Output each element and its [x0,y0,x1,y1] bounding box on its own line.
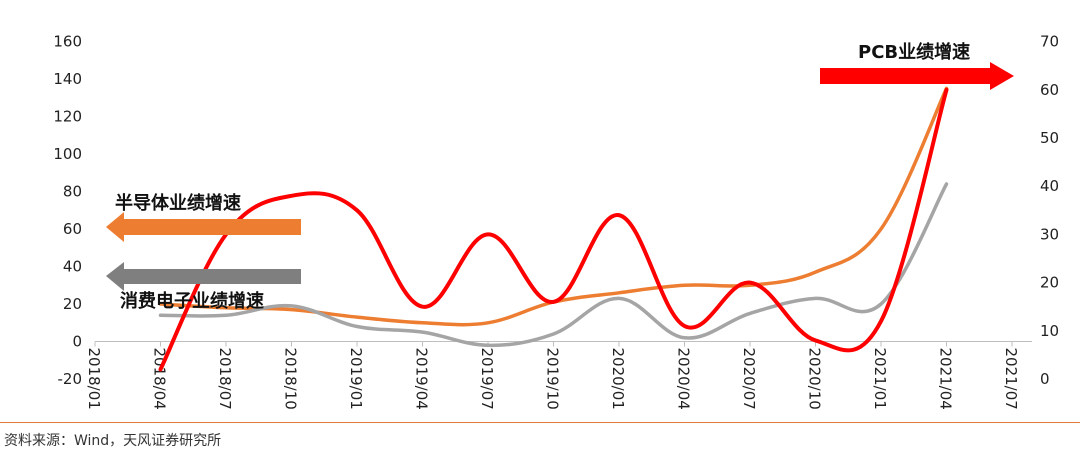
right-tick-label: 20 [1040,274,1059,292]
source-note: 资料来源：Wind，天风证券研究所 [4,433,222,449]
x-axis-ticks: 2018/01 2018/04 2018/07 2018/10 2019/01 2019/… [85,341,1020,410]
pcb-line [158,87,949,372]
right-tick-label: 0 [1040,370,1050,388]
x-tick-label: 2020/10 [806,348,824,410]
left-tick-label: 0 [72,333,82,351]
chart: -20 0 20 40 60 80 100 120 140 160 0 10 20 30 40 50 60 70… [53,33,1059,410]
left-tick-label: 20 [63,295,82,313]
semi-annotation: 半导体业绩增速 [106,192,301,242]
x-tick-label: 2019/01 [347,348,365,410]
x-tick-label: 2021/04 [937,348,955,410]
consumer-electronics-line [158,182,949,348]
left-tick-label: 60 [63,220,82,238]
x-tick-label: 2018/01 [85,348,103,410]
consumer-label: 消费电子业绩增速 [120,290,264,312]
x-tick-label: 2021/01 [871,348,889,410]
series-lines [158,86,949,372]
pcb-label: PCB业绩增速 [858,41,970,63]
right-axis-ticks: 0 10 20 30 40 50 60 70 [1040,33,1059,388]
left-tick-label: 120 [53,108,82,126]
x-tick-label: 2020/07 [740,348,758,410]
right-tick-label: 40 [1040,177,1059,195]
x-tick-label: 2019/07 [478,348,496,410]
right-tick-label: 10 [1040,322,1059,340]
right-tick-label: 30 [1040,225,1059,243]
right-tick-label: 70 [1040,33,1059,51]
x-tick-label: 2021/07 [1002,348,1020,410]
left-tick-label: 80 [63,183,82,201]
x-tick-label: 2019/10 [544,348,562,410]
left-tick-label: 160 [53,33,82,51]
footer-divider [0,422,1080,423]
x-tick-label: 2020/04 [675,348,693,410]
consumer-annotation: 消费电子业绩增速 [106,262,301,312]
x-tick-label: 2019/04 [413,348,431,410]
consumer-arrow [106,262,301,291]
x-tick-label: 2018/10 [282,348,300,410]
pcb-arrow [820,62,1014,90]
left-tick-label: 140 [53,70,82,88]
semi-label: 半导体业绩增速 [115,192,241,214]
x-tick-label: 2018/07 [216,348,234,410]
semi-arrow [106,212,301,242]
semiconductor-line [158,86,949,327]
left-tick-label: -20 [58,370,83,388]
left-tick-label: 100 [53,145,82,163]
pcb-annotation: PCB业绩增速 [820,41,1014,90]
left-axis-ticks: -20 0 20 40 60 80 100 120 140 160 [53,33,82,389]
left-tick-label: 40 [63,258,82,276]
x-tick-label: 2020/01 [609,348,627,410]
right-tick-label: 50 [1040,129,1059,147]
right-tick-label: 60 [1040,81,1059,99]
